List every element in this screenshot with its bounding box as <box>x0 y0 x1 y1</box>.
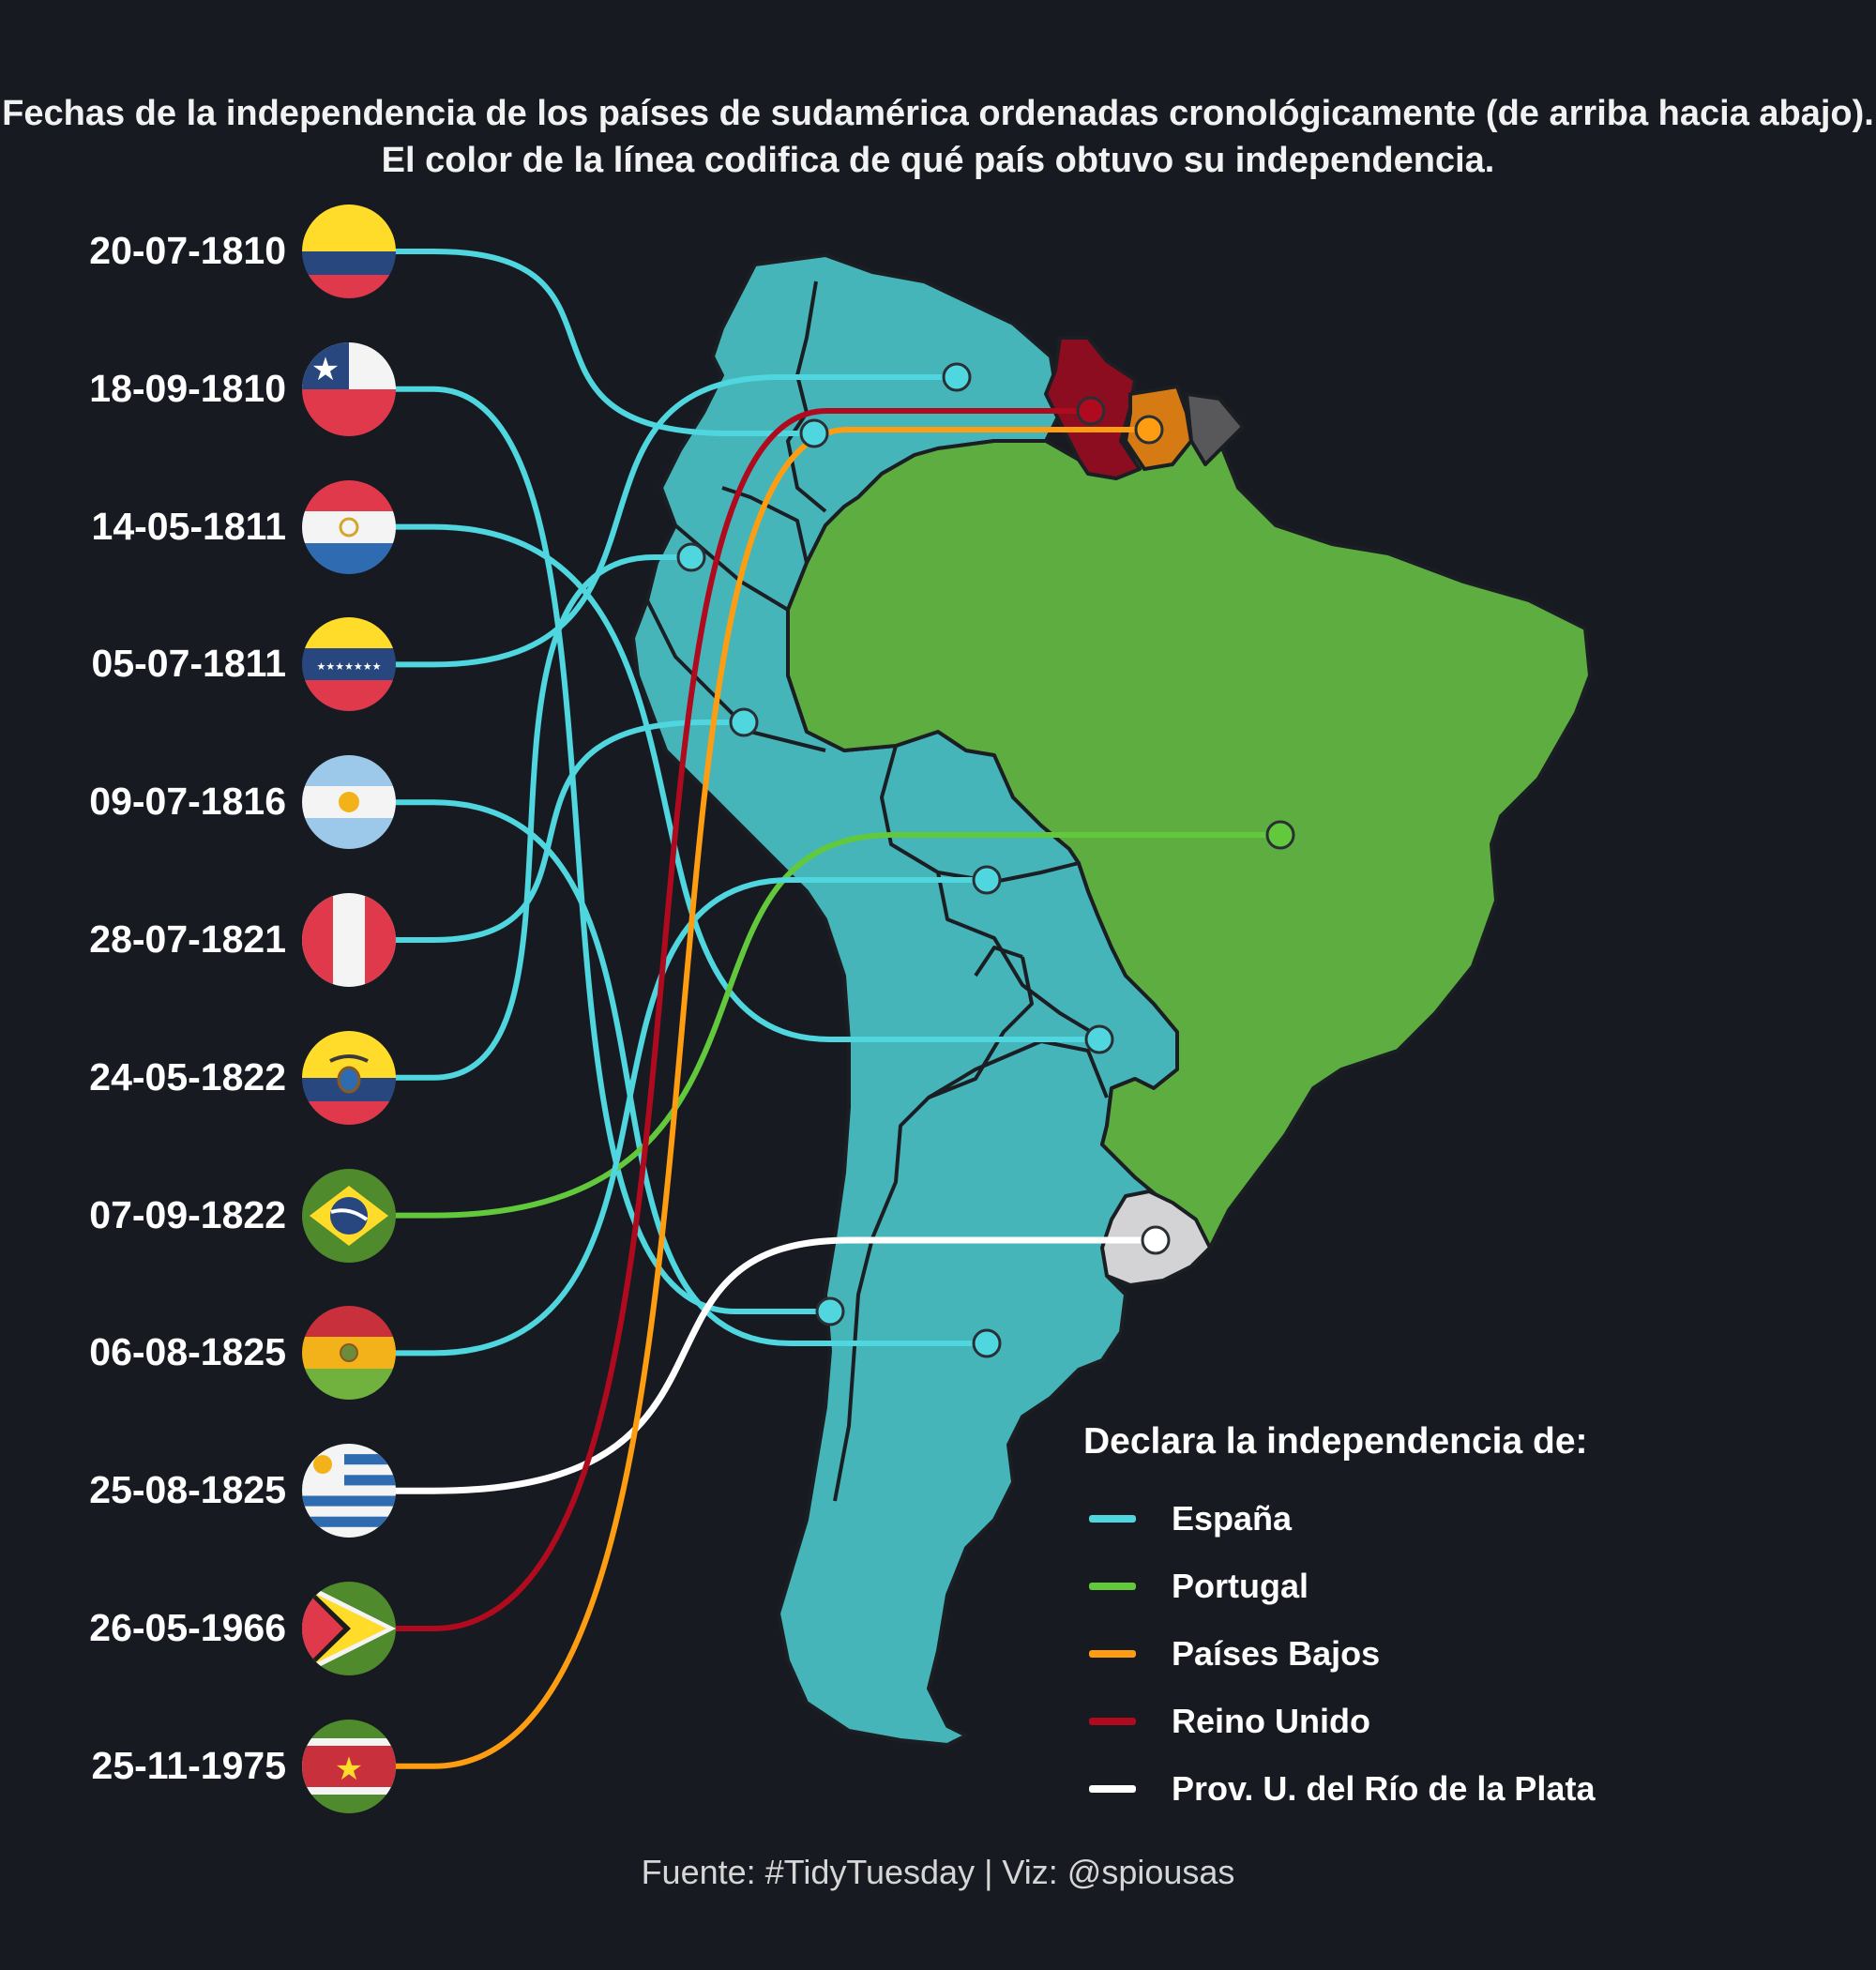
argentina-flag <box>302 755 396 850</box>
legend-swatch <box>1089 1583 1136 1590</box>
independence-date: 06-08-1825 <box>89 1330 286 1374</box>
country-point <box>729 707 759 737</box>
paraguay-flag <box>302 479 396 574</box>
legend-item: Reino Unido <box>1083 1688 1595 1755</box>
legend-item: Portugal <box>1083 1553 1595 1620</box>
independence-date: 18-09-1810 <box>89 366 286 410</box>
connector-line <box>392 1236 1159 1494</box>
source-caption: Fuente: #TidyTuesday | Viz: @spiousas <box>641 1853 1235 1891</box>
connector-line <box>393 799 990 1346</box>
connector-lines <box>392 249 1283 1769</box>
legend-swatch <box>1089 1718 1136 1725</box>
legend-item: Prov. U. del Río de la Plata <box>1083 1755 1595 1823</box>
connector-line <box>393 720 747 943</box>
ecuador-flag <box>302 1030 396 1125</box>
french-guiana-region <box>1185 392 1245 466</box>
country-point <box>972 865 1002 895</box>
svg-text:★: ★ <box>335 1751 363 1787</box>
independence-date: 14-05-1811 <box>91 504 286 548</box>
connector-line <box>393 374 960 668</box>
connector-line <box>393 408 1094 1631</box>
independence-date: 26-05-1966 <box>89 1606 286 1649</box>
brazil-flag <box>302 1168 396 1263</box>
legend-label: Portugal <box>1172 1567 1309 1605</box>
independence-date: 25-11-1975 <box>91 1743 286 1787</box>
connector-line <box>393 427 1152 1769</box>
legend-item: Países Bajos <box>1083 1620 1595 1688</box>
bolivia-flag <box>302 1306 396 1401</box>
connector-line <box>393 877 990 1356</box>
legend-label: Prov. U. del Río de la Plata <box>1172 1769 1596 1808</box>
independence-date: 09-07-1816 <box>89 780 286 824</box>
venezuela-flag: ★★★★★★★ <box>302 617 396 712</box>
peru-flag <box>302 893 396 987</box>
guyana-flag <box>302 1582 396 1675</box>
legend-label: Reino Unido <box>1172 1702 1370 1740</box>
legend: Declara la independencia de: España Portu… <box>1083 1421 1595 1823</box>
country-point <box>676 542 706 572</box>
independence-date: 25-08-1825 <box>89 1468 286 1512</box>
country-point <box>799 418 829 448</box>
colombia-flag <box>302 205 396 298</box>
connector-line <box>393 523 1102 1042</box>
legend-swatch <box>1089 1515 1136 1523</box>
independence-date: 24-05-1822 <box>89 1054 286 1099</box>
svg-text:★: ★ <box>311 352 340 387</box>
country-point <box>942 362 972 392</box>
independence-date: 28-07-1821 <box>89 917 286 961</box>
connector-line <box>393 832 1283 1219</box>
legend-swatch <box>1089 1785 1136 1793</box>
country-point <box>1141 1225 1171 1255</box>
country-point <box>1076 396 1106 426</box>
independence-date: 20-07-1810 <box>89 229 286 272</box>
chile-flag: ★ <box>302 341 396 436</box>
suriname-flag: ★ <box>302 1719 396 1813</box>
svg-text:★★★★★★★: ★★★★★★★ <box>316 661 381 673</box>
legend-swatch <box>1089 1650 1136 1658</box>
independence-date: 05-07-1811 <box>91 642 286 686</box>
legend-label: Países Bajos <box>1172 1634 1381 1673</box>
country-point <box>1134 415 1164 445</box>
chart-title: Fechas de la independencia de los países… <box>2 94 1874 180</box>
independence-date: 07-09-1822 <box>89 1192 286 1236</box>
country-point <box>1265 820 1295 850</box>
connector-line <box>393 554 694 1081</box>
uruguay-flag <box>302 1444 396 1538</box>
country-point <box>972 1328 1002 1358</box>
map-land <box>631 253 1592 1747</box>
country-points <box>676 362 1295 1358</box>
legend-title: Declara la independencia de: <box>1083 1421 1588 1462</box>
country-point <box>1084 1024 1114 1054</box>
country-point <box>815 1296 845 1326</box>
legend-items: España Portugal Países Bajos Reino Unido Pro… <box>1083 1485 1595 1823</box>
legend-item: España <box>1083 1485 1595 1553</box>
legend-label: España <box>1172 1499 1293 1538</box>
